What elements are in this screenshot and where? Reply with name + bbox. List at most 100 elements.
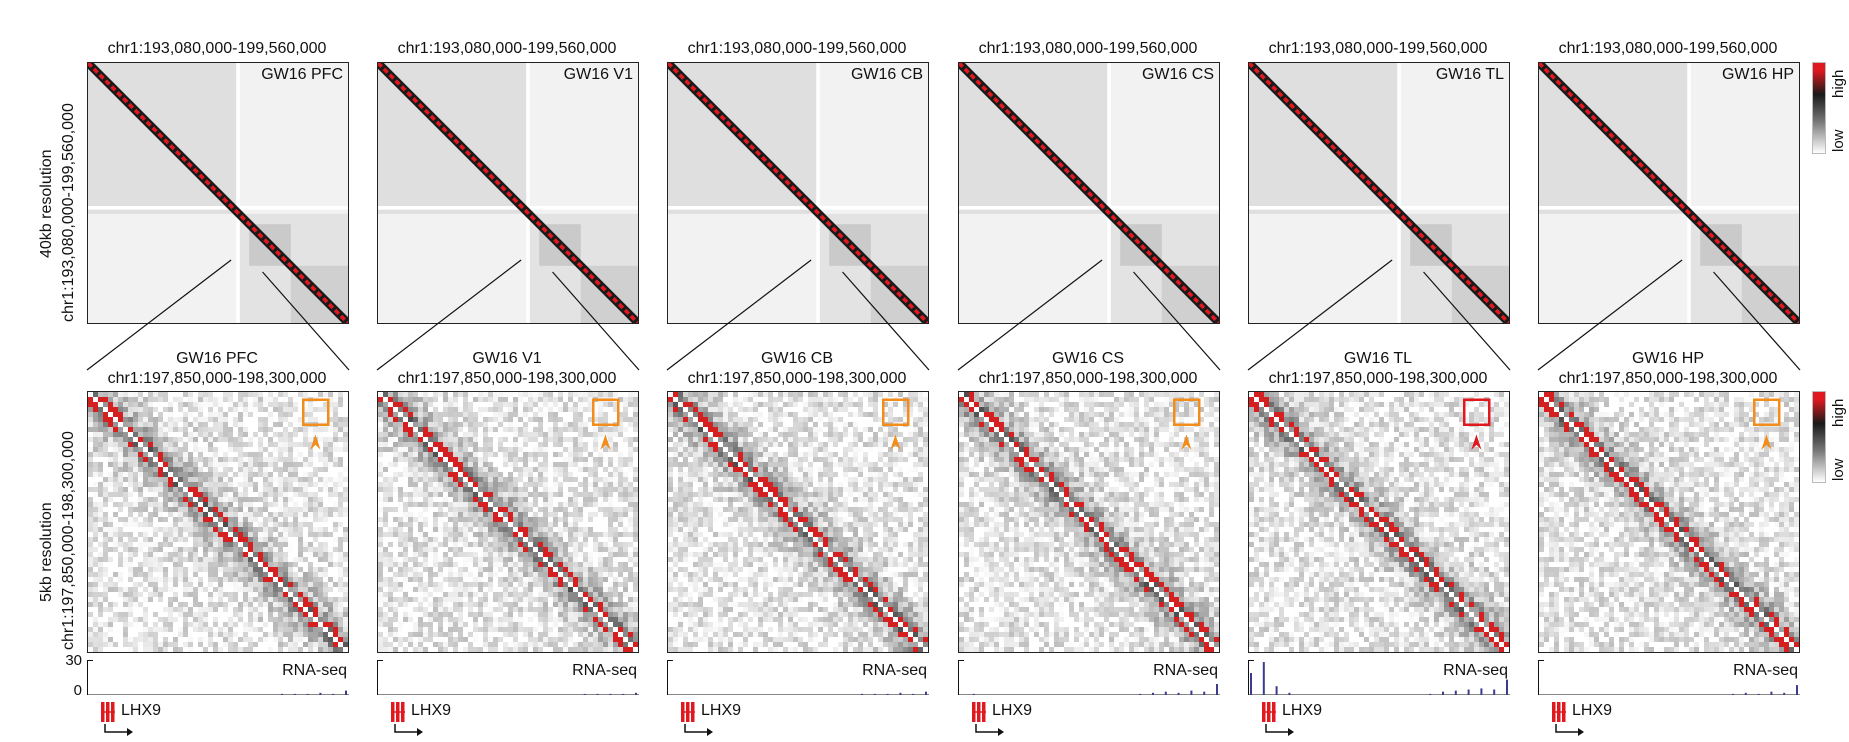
loop-arrow-icon-4 xyxy=(1471,434,1482,450)
top-contact-map-4 xyxy=(1248,62,1510,324)
rna-bar-4-8 xyxy=(1454,690,1457,695)
zoom-line-left-5 xyxy=(1537,259,1683,371)
rna-bar-1-9 xyxy=(596,693,599,695)
top-region-label-5: chr1:193,080,000-199,560,000 xyxy=(1558,40,1778,57)
rna-bar-0-8 xyxy=(293,693,296,695)
rna-bar-2-10 xyxy=(899,692,902,695)
top-heatmap-svg-4 xyxy=(1249,63,1509,323)
legend-bottom-low-label: low xyxy=(1830,458,1847,481)
rna-bar-3-9 xyxy=(1177,692,1180,695)
top-heatmap-svg-1 xyxy=(378,63,638,323)
rna-seq-label-5: RNA-seq xyxy=(1733,662,1798,679)
bottom-contact-map-0 xyxy=(87,391,349,653)
rna-scale-max: 30 xyxy=(65,652,82,669)
top-gap-stripe-v-1 xyxy=(526,63,530,323)
zoom-line-right-1 xyxy=(552,271,640,371)
top-gap-stripe-v-4 xyxy=(1397,63,1401,323)
tss-arrow-head-icon-5 xyxy=(1578,728,1584,736)
gene-label-3: LHX9 xyxy=(992,702,1033,719)
top-diagonal-red-0 xyxy=(88,63,348,323)
loop-arrow-icon-3 xyxy=(1181,434,1192,450)
rna-bar-4-11 xyxy=(1493,689,1496,695)
tss-arrow-5 xyxy=(1555,724,1578,733)
zoom-line-left-1 xyxy=(376,259,522,371)
rna-bar-2-9 xyxy=(886,693,889,695)
rna-bar-4-10 xyxy=(1480,688,1483,695)
rna-bar-1-11 xyxy=(622,693,625,695)
tss-arrow-head-icon-1 xyxy=(417,728,423,736)
rna-seq-track-3 xyxy=(958,660,1220,695)
bottom-contact-map-4 xyxy=(1248,391,1510,653)
rna-bar-0-12 xyxy=(345,690,347,695)
rna-seq-label-1: RNA-seq xyxy=(572,662,637,679)
tss-arrow-2 xyxy=(684,724,707,733)
top-sample-label-3: GW16 CS xyxy=(1141,66,1214,83)
zoom-connector-0 xyxy=(86,259,350,371)
zoom-connector-4 xyxy=(1247,259,1511,371)
gene-label-5: LHX9 xyxy=(1572,702,1613,719)
top-diagonal-red-1 xyxy=(378,63,638,323)
rna-bar-5-9 xyxy=(1757,693,1760,695)
rna-bar-5-11 xyxy=(1783,692,1786,695)
rna-bar-0-10 xyxy=(319,692,322,695)
rna-bar-5-10 xyxy=(1770,691,1773,695)
zoom-connector-3 xyxy=(957,259,1221,371)
bottom-row-ylabel-resolution: 5kb resolution xyxy=(38,502,55,602)
rna-bar-3-11 xyxy=(1203,691,1206,695)
bottom-region-label-0: chr1:197,850,000-198,300,000 xyxy=(107,370,327,387)
top-gap-stripe-h-4 xyxy=(1249,206,1509,210)
top-diagonal-red-4 xyxy=(1249,63,1509,323)
loop-highlight-box-5 xyxy=(1752,398,1781,426)
loop-arrow-icon-5 xyxy=(1761,434,1772,450)
tss-arrow-4 xyxy=(1265,724,1288,733)
zoom-connector-1 xyxy=(376,259,640,371)
zoom-connector-2 xyxy=(666,259,930,371)
rna-bar-1-12 xyxy=(635,692,637,695)
top-contact-map-2 xyxy=(667,62,929,324)
bottom-sample-title-4: GW16 TL xyxy=(1343,350,1413,367)
zoom-line-right-3 xyxy=(1133,271,1221,371)
zoom-line-right-2 xyxy=(842,271,930,371)
bottom-sample-title-2: GW16 CB xyxy=(760,350,833,367)
bottom-sample-title-5: GW16 HP xyxy=(1631,350,1704,367)
loop-arrow-icon-0 xyxy=(310,434,321,450)
bottom-heatmap-svg-0 xyxy=(88,392,348,652)
top-diagonal-red-5 xyxy=(1539,63,1799,323)
rna-seq-label-2: RNA-seq xyxy=(862,662,927,679)
gene-model-1 xyxy=(391,702,423,736)
top-gap-stripe-h-2 xyxy=(668,206,928,210)
bottom-region-label-1: chr1:197,850,000-198,300,000 xyxy=(397,370,617,387)
rna-seq-label-0: RNA-seq xyxy=(282,662,347,679)
rna-bar-4-9 xyxy=(1467,689,1470,695)
gene-model-2 xyxy=(681,702,713,736)
rna-bar-3-7 xyxy=(1152,692,1154,695)
bottom-row-ylabel-region: chr1:197,850,000-198,300,000 xyxy=(60,431,77,650)
top-region-label-1: chr1:193,080,000-199,560,000 xyxy=(397,40,617,57)
rna-bar-0-9 xyxy=(306,693,309,695)
rna-bar-4-3 xyxy=(1288,692,1291,695)
rna-seq-track-5 xyxy=(1538,660,1800,695)
gene-model-3 xyxy=(972,702,1004,736)
rna-seq-track-0 xyxy=(87,660,349,695)
top-heatmap-svg-0 xyxy=(88,63,348,323)
top-gap-stripe-h-5 xyxy=(1539,206,1799,210)
top-contact-map-3 xyxy=(958,62,1220,324)
top-row-ylabel-resolution: 40kb resolution xyxy=(38,149,55,258)
rna-bar-5-7 xyxy=(1732,693,1734,695)
rna-bar-5-12 xyxy=(1796,685,1798,695)
gene-label-0: LHX9 xyxy=(121,702,162,719)
top-region-label-4: chr1:193,080,000-199,560,000 xyxy=(1268,40,1488,57)
tss-arrow-head-icon-2 xyxy=(707,728,713,736)
legend-top-high-label: high xyxy=(1830,69,1847,98)
rna-seq-track-1 xyxy=(377,660,639,695)
top-contact-map-1 xyxy=(377,62,639,324)
rna-bar-3-8 xyxy=(1164,691,1167,695)
top-gap-stripe-h-0 xyxy=(88,206,348,210)
rna-bar-1-8 xyxy=(583,693,586,695)
rna-bar-4-0 xyxy=(1250,673,1252,695)
gene-label-2: LHX9 xyxy=(701,702,742,719)
legend-bottom-high-label: high xyxy=(1830,398,1847,427)
tss-arrow-0 xyxy=(104,724,127,733)
bottom-contact-map-2 xyxy=(667,391,929,653)
rna-seq-label-4: RNA-seq xyxy=(1443,662,1508,679)
